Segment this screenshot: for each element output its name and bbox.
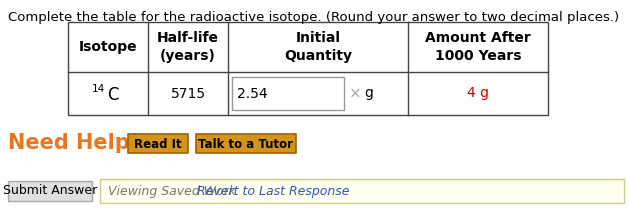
Text: Isotope: Isotope	[79, 40, 137, 54]
Text: 14: 14	[92, 84, 105, 95]
FancyBboxPatch shape	[128, 134, 188, 153]
Text: ×: ×	[349, 86, 362, 101]
Text: Talk to a Tutor: Talk to a Tutor	[199, 138, 294, 150]
Text: Revert to Last Response: Revert to Last Response	[197, 184, 350, 197]
Text: 4 g: 4 g	[467, 87, 489, 100]
Bar	[68, 22, 548, 115]
Text: Viewing Saved Work: Viewing Saved Work	[108, 184, 240, 197]
Text: Need Help?: Need Help?	[8, 133, 142, 153]
Bar	[8, 181, 92, 201]
Text: C: C	[107, 85, 118, 104]
Text: g: g	[364, 87, 373, 100]
Text: 5715: 5715	[170, 87, 206, 100]
Bar	[232, 77, 344, 110]
FancyBboxPatch shape	[196, 134, 296, 153]
Text: Complete the table for the radioactive isotope. (Round your answer to two decima: Complete the table for the radioactive i…	[8, 11, 619, 24]
Text: Half-life
(years): Half-life (years)	[157, 31, 219, 63]
Bar	[100, 179, 624, 203]
Text: Submit Answer: Submit Answer	[3, 184, 97, 197]
Text: Amount After
1000 Years: Amount After 1000 Years	[425, 31, 531, 63]
Text: Read It: Read It	[134, 138, 182, 150]
Text: Initial
Quantity: Initial Quantity	[284, 31, 352, 63]
Text: 2.54: 2.54	[237, 87, 267, 100]
